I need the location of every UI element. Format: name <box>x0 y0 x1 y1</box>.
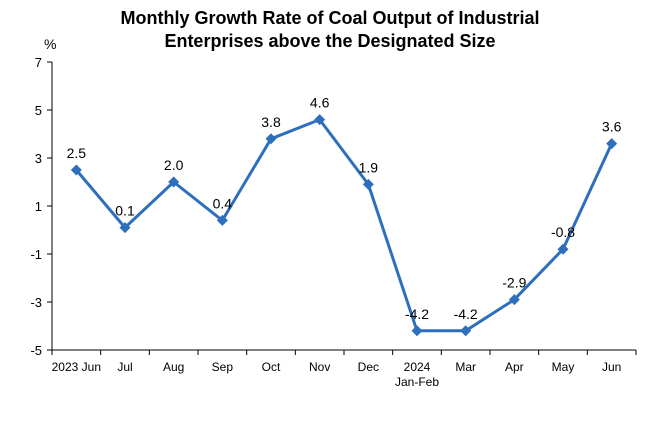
data-point-marker <box>557 243 569 255</box>
data-point-marker <box>216 214 228 226</box>
data-label: 2.0 <box>164 157 184 173</box>
series-line <box>75 118 614 333</box>
x-tick-label: Jun <box>602 360 621 374</box>
x-tick-label: Apr <box>505 360 524 374</box>
y-tick-label: -1 <box>30 247 42 262</box>
x-tick-label: Sep <box>212 360 234 374</box>
x-tick-label: Nov <box>309 360 330 374</box>
y-tick-label: 1 <box>35 199 42 214</box>
y-tick-label: 3 <box>35 151 42 166</box>
data-label: 0.4 <box>213 195 233 211</box>
y-tick-label: -3 <box>30 295 42 310</box>
y-tick-label: -5 <box>30 343 42 358</box>
x-tick-label: Jul <box>117 360 132 374</box>
x-tick-label: 2023 Jun <box>52 360 101 374</box>
x-tick-label: Oct <box>262 360 281 374</box>
data-point-marker <box>508 294 520 306</box>
data-label: 4.6 <box>310 95 330 111</box>
data-label: 2.5 <box>67 145 87 161</box>
data-label: -4.2 <box>454 306 478 322</box>
x-tick-label: Jan-Feb <box>395 375 439 389</box>
chart-title-line-1: Monthly Growth Rate of Coal Output of In… <box>120 8 540 28</box>
x-tick-label: Dec <box>358 360 379 374</box>
data-point-marker <box>606 138 618 150</box>
data-label: 3.8 <box>261 114 281 130</box>
data-point-marker <box>411 325 423 337</box>
data-point-marker <box>168 176 180 188</box>
y-tick-label: 7 <box>35 55 42 70</box>
x-tick-label: Mar <box>455 360 476 374</box>
data-point-marker <box>265 133 277 145</box>
data-label: 1.9 <box>359 159 379 175</box>
data-point-marker <box>362 178 374 190</box>
data-label: 3.6 <box>602 119 622 135</box>
data-point-marker <box>314 114 326 126</box>
data-point-marker <box>460 325 472 337</box>
y-axis-unit: % <box>44 36 57 52</box>
data-label: -4.2 <box>405 306 429 322</box>
data-label: -0.8 <box>551 224 575 240</box>
x-tick-label: Aug <box>163 360 184 374</box>
data-point-marker <box>119 222 131 234</box>
y-tick-label: 5 <box>35 103 42 118</box>
x-tick-label: 2024 <box>404 360 431 374</box>
x-tick-label: May <box>552 360 575 374</box>
data-label: 0.1 <box>115 203 135 219</box>
data-label: -2.9 <box>502 275 526 291</box>
chart-title-line-2: Enterprises above the Designated Size <box>164 31 496 51</box>
data-point-marker <box>70 164 82 176</box>
